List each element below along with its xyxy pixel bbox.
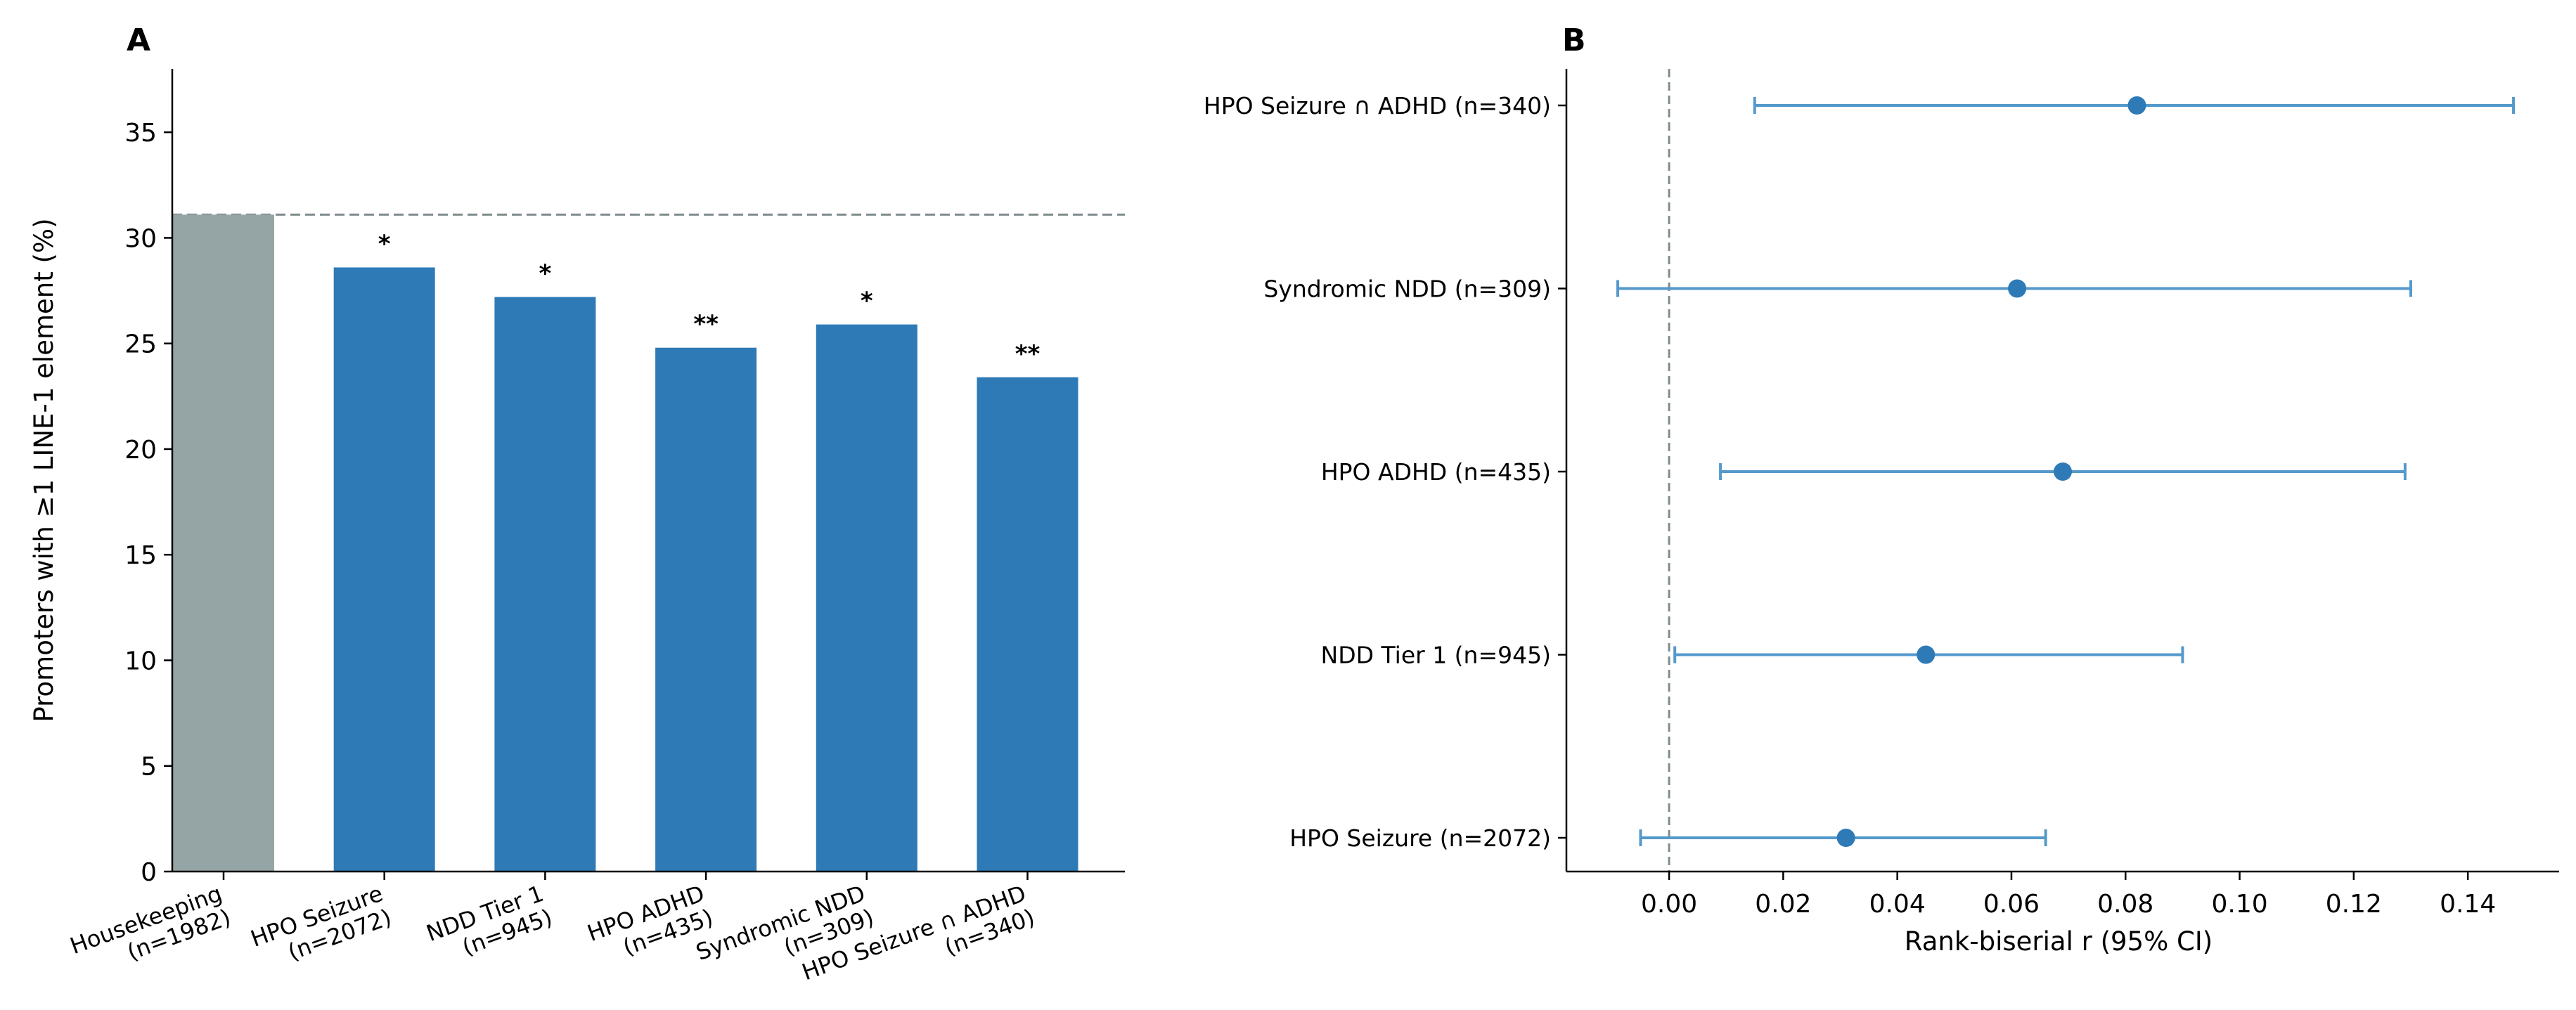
x-tick-label: 0.10 — [2211, 890, 2267, 919]
y-tick-label: 10 — [124, 647, 157, 675]
row-label: Syndromic NDD (n=309) — [1263, 276, 1551, 303]
significance-label: ** — [1015, 340, 1041, 368]
x-tick-label: 0.04 — [1869, 890, 1926, 919]
significance-label: * — [861, 287, 873, 316]
point-estimate — [1836, 829, 1855, 847]
y-tick-label: 15 — [124, 541, 157, 570]
panel-a-label: A — [127, 22, 150, 58]
y-tick-label: 5 — [141, 753, 157, 782]
x-tick-label: 0.08 — [2097, 890, 2153, 919]
row-label: NDD Tier 1 (n=945) — [1321, 642, 1551, 669]
bar — [333, 267, 435, 872]
y-axis-label: Promoters with ≥1 LINE-1 element (%) — [29, 218, 59, 722]
y-ticks-group: 0 5 10 15 20 25 30 35 — [124, 119, 172, 887]
bar — [977, 377, 1078, 872]
significance-label: * — [378, 230, 391, 258]
x-tick-label: Syndromic NDD(n=309) — [693, 880, 877, 990]
bar — [816, 324, 917, 872]
panel-b-label: B — [1562, 22, 1586, 58]
x-tick-label: 0.02 — [1755, 890, 1811, 919]
x-tick-label: 0.12 — [2326, 890, 2382, 919]
bar — [655, 347, 757, 872]
point-estimate — [2008, 279, 2027, 298]
x-axis-label: Rank-biserial r (95% CI) — [1905, 926, 2213, 957]
x-tick-label: 0.14 — [2440, 890, 2496, 919]
point-estimate — [2054, 462, 2072, 481]
bars-group: ******* — [173, 214, 1078, 872]
bar — [173, 214, 274, 872]
panel-b-forest-plot: B HPO Seizure ∩ ADHD (n=340) Syndromic ND… — [1204, 22, 2559, 957]
bar — [494, 297, 596, 872]
row-label: HPO Seizure ∩ ADHD (n=340) — [1204, 92, 1551, 119]
x-ticks-group: 0.00 0.02 0.04 0.06 0.08 0.10 0.12 0.14 — [1641, 872, 2496, 919]
x-tick-label: Housekeeping(n=1982) — [67, 880, 234, 983]
y-tick-label: 0 — [141, 858, 157, 887]
point-estimate — [2127, 96, 2146, 115]
y-tick-label: 25 — [124, 330, 157, 359]
x-tick-label: HPO ADHD(n=435) — [584, 880, 716, 971]
y-tick-label: 35 — [124, 119, 157, 148]
significance-label: * — [539, 260, 552, 288]
x-ticks-group: Housekeeping(n=1982) HPO Seizure(n=2072) N… — [67, 872, 1038, 990]
x-tick-label: HPO Seizure(n=2072) — [247, 880, 394, 976]
point-estimate — [1917, 645, 1936, 664]
y-tick-label: 20 — [124, 436, 157, 465]
significance-label: ** — [693, 311, 719, 339]
row-label: HPO Seizure (n=2072) — [1289, 824, 1551, 852]
forest-rows-group: HPO Seizure ∩ ADHD (n=340) Syndromic NDD … — [1204, 92, 2516, 852]
x-tick-label: NDD Tier 1(n=945) — [423, 880, 555, 971]
row-label: HPO ADHD (n=435) — [1321, 458, 1551, 486]
x-tick-label: 0.00 — [1641, 890, 1697, 919]
x-tick-label: 0.06 — [1983, 890, 2040, 919]
y-tick-label: 30 — [124, 224, 157, 253]
